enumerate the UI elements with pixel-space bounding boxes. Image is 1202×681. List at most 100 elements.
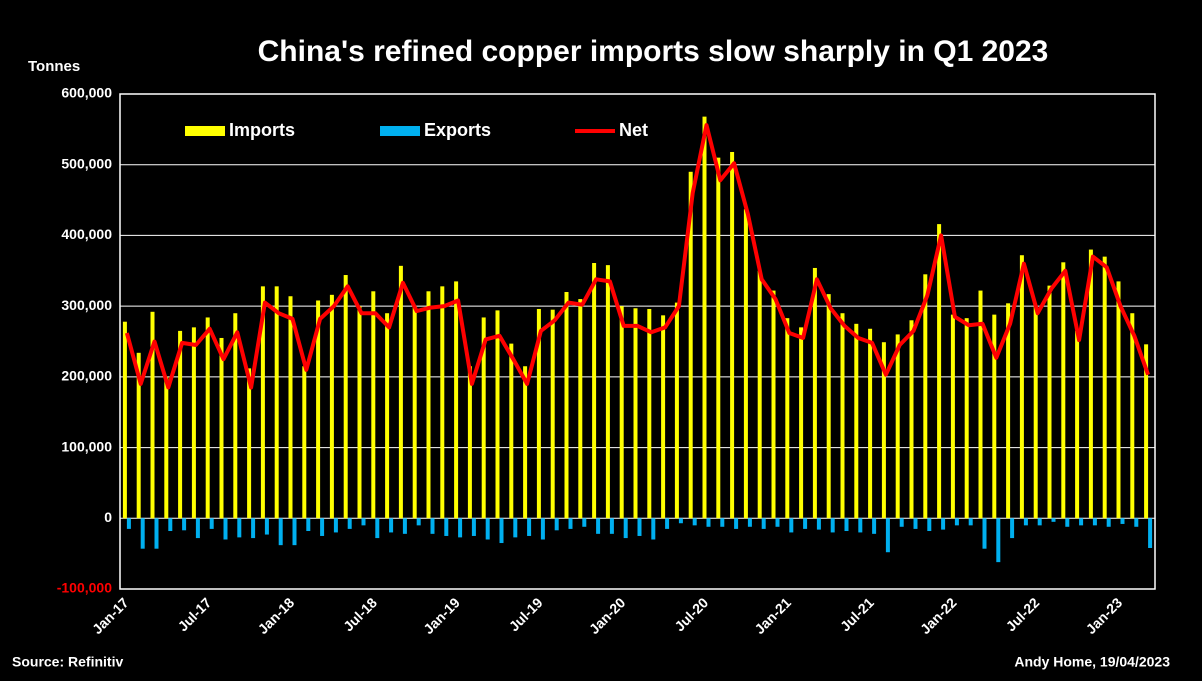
- bar: [881, 342, 886, 519]
- bar: [982, 518, 987, 549]
- bar: [1061, 262, 1066, 519]
- bar: [743, 209, 748, 519]
- bar: [596, 518, 601, 534]
- bar: [1037, 518, 1042, 526]
- bar: [260, 286, 265, 519]
- bar: [651, 518, 656, 540]
- legend-swatch: [380, 126, 420, 136]
- bar: [913, 518, 918, 529]
- bar: [692, 518, 697, 526]
- bar: [182, 518, 187, 531]
- bar: [371, 291, 376, 519]
- bar: [154, 518, 159, 549]
- bar: [191, 327, 196, 519]
- bar: [554, 518, 559, 531]
- bar: [209, 518, 214, 529]
- bar: [205, 317, 210, 519]
- bar: [237, 518, 242, 538]
- bar: [996, 518, 1001, 563]
- bar: [398, 265, 403, 519]
- bar: [426, 291, 431, 519]
- bar: [485, 518, 490, 540]
- bar: [747, 518, 752, 527]
- bar: [785, 318, 790, 519]
- bar: [1134, 518, 1139, 527]
- bar: [619, 306, 624, 519]
- bar: [592, 263, 597, 519]
- chart-title: China's refined copper imports slow shar…: [258, 35, 1049, 68]
- bar: [674, 302, 679, 519]
- y-tick-label: 400,000: [61, 226, 112, 242]
- bar: [361, 518, 366, 526]
- legend-label: Net: [619, 120, 648, 140]
- bar: [799, 327, 804, 519]
- bar: [329, 294, 334, 519]
- bar: [320, 518, 325, 536]
- bar: [1106, 518, 1111, 527]
- bar: [923, 274, 928, 519]
- bar: [1130, 313, 1135, 519]
- bar: [816, 518, 821, 530]
- bar: [623, 518, 628, 539]
- bar: [219, 337, 224, 519]
- bar: [471, 518, 476, 536]
- bar: [499, 518, 504, 544]
- bar: [274, 286, 279, 519]
- bar: [122, 321, 127, 519]
- bar: [803, 518, 808, 529]
- bar: [775, 518, 780, 527]
- line: [124, 123, 1150, 390]
- bar: [964, 318, 969, 519]
- bar: [527, 518, 532, 536]
- bar: [178, 330, 183, 519]
- bar: [1010, 518, 1015, 539]
- bar: [292, 518, 297, 546]
- bar: [440, 286, 445, 519]
- plot-border: [119, 93, 1156, 590]
- bar: [247, 368, 252, 519]
- bar: [495, 310, 500, 519]
- bar: [564, 292, 569, 519]
- bar: [536, 308, 541, 519]
- bar: [467, 366, 472, 519]
- bar: [633, 308, 638, 519]
- bar: [1144, 344, 1149, 519]
- bar: [789, 518, 794, 533]
- bar: [647, 308, 652, 519]
- bar: [385, 313, 390, 519]
- bar: [195, 518, 200, 539]
- bar: [1019, 255, 1024, 519]
- bar: [950, 314, 955, 519]
- y-tick-label: 200,000: [61, 368, 112, 384]
- bar: [1023, 518, 1028, 526]
- bar: [509, 343, 514, 519]
- bar: [909, 320, 914, 519]
- bar: [899, 518, 904, 527]
- bar: [550, 309, 555, 519]
- legend-label: Imports: [229, 120, 295, 140]
- credit: Andy Home, 19/04/2023: [1014, 654, 1170, 670]
- bar: [136, 352, 141, 519]
- bar: [416, 518, 421, 526]
- bar: [288, 296, 293, 519]
- bar: [885, 518, 890, 553]
- bar: [375, 518, 380, 539]
- bar: [1079, 518, 1084, 526]
- bar: [278, 518, 283, 546]
- bar: [678, 518, 683, 524]
- bar: [706, 518, 711, 527]
- bar: [761, 518, 766, 529]
- bar: [223, 518, 228, 540]
- bar: [872, 518, 877, 534]
- source: Source: Refinitiv: [12, 654, 123, 670]
- bar: [1006, 303, 1011, 519]
- bar: [523, 366, 528, 519]
- y-axis-label: Tonnes: [28, 58, 80, 75]
- bar: [720, 518, 725, 527]
- bar: [1148, 518, 1153, 548]
- y-tick-label: 600,000: [61, 85, 112, 101]
- bar: [582, 518, 587, 527]
- bar: [389, 518, 394, 533]
- bar: [927, 518, 932, 532]
